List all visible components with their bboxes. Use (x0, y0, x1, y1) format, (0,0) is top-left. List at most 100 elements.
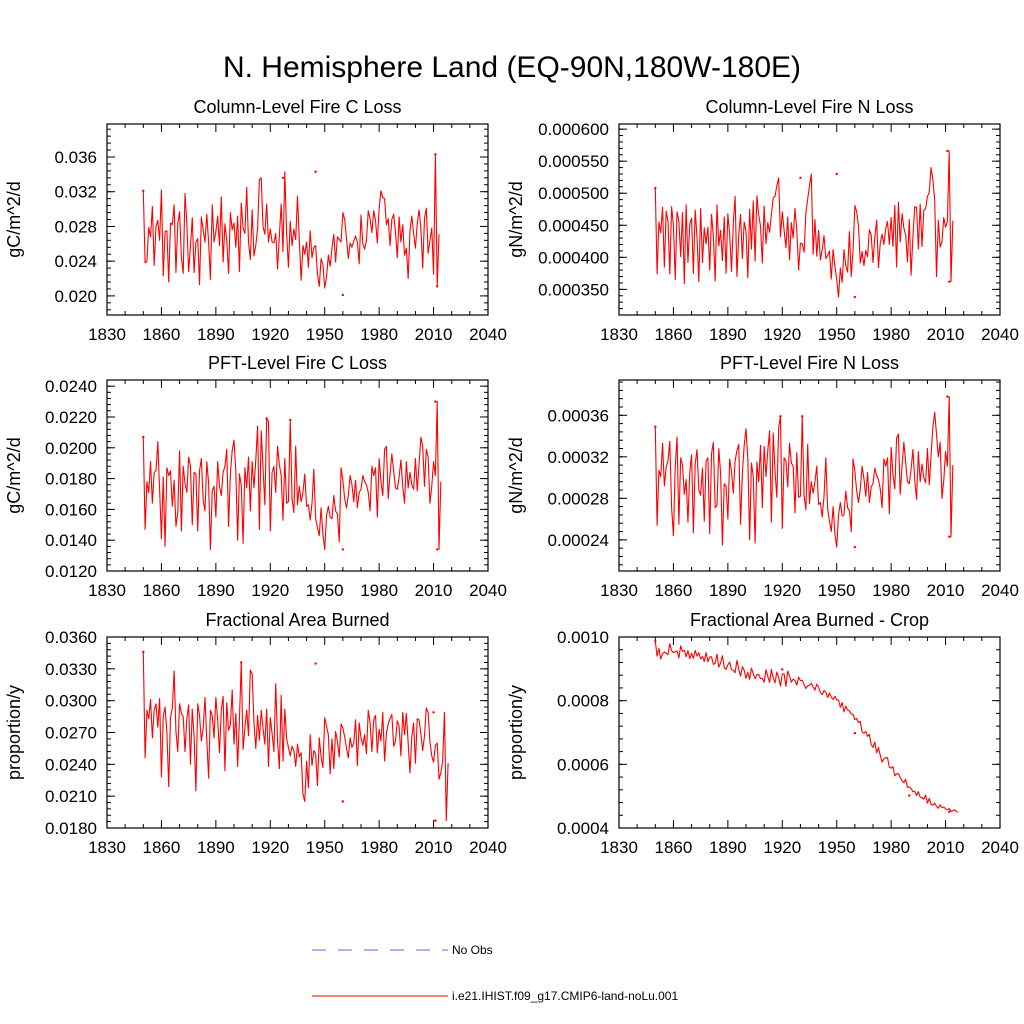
figure: N. Hemisphere Land (EQ-90N,180W-180E) Co… (0, 0, 1024, 1024)
x-tick-label: 2010 (415, 325, 453, 344)
data-point (654, 640, 656, 642)
data-point (799, 177, 801, 179)
x-tick-label: 1860 (655, 581, 693, 600)
data-point (240, 661, 242, 663)
y-axis-label: proportion/y (506, 685, 526, 780)
panel-title: Column-Level Fire C Loss (193, 97, 401, 117)
data-point (801, 415, 803, 417)
x-tick-label: 1890 (709, 838, 747, 857)
data-point (948, 811, 950, 813)
y-tick-label: 0.0360 (45, 628, 97, 647)
y-tick-label: 0.0160 (45, 500, 97, 519)
panel-title: Fractional Area Burned (205, 610, 389, 630)
y-tick-label: 0.0120 (45, 562, 97, 581)
data-point (314, 171, 316, 173)
x-tick-label: 1980 (872, 325, 910, 344)
data-point (836, 173, 838, 175)
x-tick-label: 1980 (872, 581, 910, 600)
data-point (948, 280, 950, 282)
data-point (946, 150, 948, 152)
panel-2: Column-Level Fire N Loss 1830 1860 1890 1920… (506, 97, 1019, 344)
y-tick-label: 0.0004 (557, 819, 609, 838)
x-tick-label: 2040 (469, 838, 507, 857)
x-tick-label: 1890 (709, 581, 747, 600)
y-tick-label: 0.0240 (45, 755, 97, 774)
x-tick-label: 2040 (981, 581, 1019, 600)
x-tick-label: 2040 (981, 325, 1019, 344)
panel-title: PFT-Level Fire C Loss (208, 353, 387, 373)
data-point (781, 668, 783, 670)
series-line (655, 397, 953, 548)
data-point (854, 296, 856, 298)
y-tick-label: 0.0180 (45, 470, 97, 489)
x-tick-label: 1860 (143, 838, 181, 857)
y-tick-label: 0.000550 (538, 152, 609, 171)
x-tick-label: 1920 (763, 838, 801, 857)
x-tick-label: 1860 (143, 325, 181, 344)
x-tick-label: 2010 (927, 325, 965, 344)
y-axis-label: proportion/y (4, 685, 24, 780)
x-tick-label: 1920 (251, 838, 289, 857)
y-tick-label: 0.000400 (538, 248, 609, 267)
x-tick-label: 2040 (469, 325, 507, 344)
plot-frame (619, 637, 1000, 828)
y-tick-label: 0.032 (54, 183, 97, 202)
x-tick-label: 1860 (143, 581, 181, 600)
x-tick-label: 1920 (763, 325, 801, 344)
y-tick-label: 0.020 (54, 287, 97, 306)
y-tick-label: 0.0200 (45, 439, 97, 458)
x-tick-label: 1920 (763, 581, 801, 600)
panel-6: Fractional Area Burned - Crop 1830 1860 189… (506, 610, 1019, 857)
y-axis-label: gC/m^2/d (4, 437, 24, 513)
y-tick-label: 0.00024 (548, 531, 609, 550)
data-point (432, 711, 434, 713)
x-tick-label: 1830 (88, 325, 126, 344)
y-tick-label: 0.00032 (548, 448, 609, 467)
y-tick-label: 0.000500 (538, 184, 609, 203)
data-point (342, 294, 344, 296)
data-point (434, 819, 436, 821)
plot-frame (107, 380, 488, 571)
data-point (854, 546, 856, 548)
x-tick-label: 2010 (415, 838, 453, 857)
x-tick-label: 1830 (600, 325, 638, 344)
y-tick-label: 0.0240 (45, 377, 97, 396)
data-point (654, 187, 656, 189)
y-tick-label: 0.0210 (45, 787, 97, 806)
y-tick-label: 0.024 (54, 252, 97, 271)
data-point (948, 536, 950, 538)
y-axis-label: gN/m^2/d (506, 437, 526, 513)
data-point (282, 177, 284, 179)
x-tick-label: 1950 (306, 838, 344, 857)
series-line (143, 402, 441, 550)
x-tick-label: 2040 (981, 838, 1019, 857)
y-tick-label: 0.000600 (538, 120, 609, 139)
y-tick-label: 0.00028 (548, 489, 609, 508)
panel-title: Column-Level Fire N Loss (705, 97, 913, 117)
data-point (436, 548, 438, 550)
data-point (854, 732, 856, 734)
series-line (655, 151, 953, 297)
y-tick-label: 0.0330 (45, 660, 97, 679)
x-tick-label: 1860 (655, 325, 693, 344)
y-tick-label: 0.0220 (45, 408, 97, 427)
x-tick-label: 2040 (469, 581, 507, 600)
data-point (946, 395, 948, 397)
x-tick-label: 1950 (306, 581, 344, 600)
data-point (436, 285, 438, 287)
y-tick-label: 0.00036 (548, 406, 609, 425)
x-tick-label: 1920 (251, 325, 289, 344)
plot-frame (107, 124, 488, 315)
panel-title: Fractional Area Burned - Crop (690, 610, 929, 630)
plot-frame (619, 124, 1000, 315)
x-tick-label: 1860 (655, 838, 693, 857)
x-tick-label: 1980 (360, 325, 398, 344)
x-tick-label: 2010 (927, 838, 965, 857)
x-tick-label: 1920 (251, 581, 289, 600)
x-tick-label: 1950 (818, 838, 856, 857)
y-tick-label: 0.028 (54, 217, 97, 236)
data-point (434, 400, 436, 402)
data-point (342, 800, 344, 802)
x-tick-label: 1950 (818, 325, 856, 344)
series-line (143, 154, 439, 288)
